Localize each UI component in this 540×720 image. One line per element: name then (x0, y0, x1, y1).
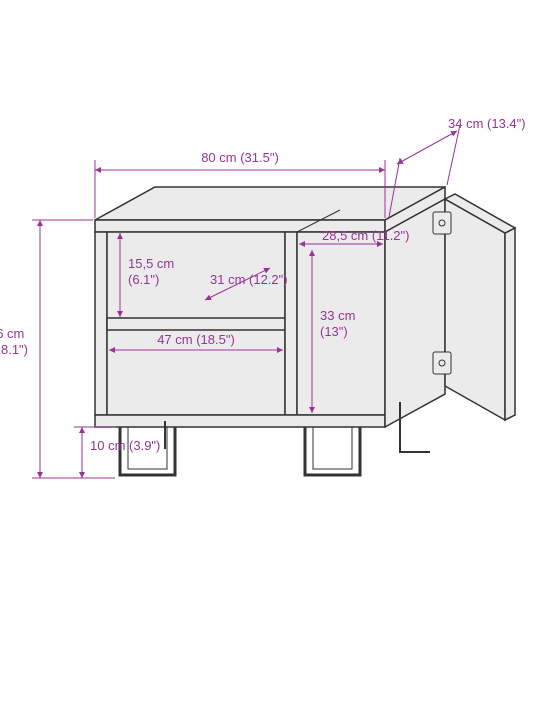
svg-text:47 cm (18.5"): 47 cm (18.5") (157, 332, 235, 347)
dim-cabw-in: (11.2") (372, 228, 410, 243)
dim-cabh-cm: 33 cm (320, 308, 355, 323)
svg-text:34 cm (13.4"): 34 cm (13.4") (448, 116, 526, 131)
dim-width-cm: 80 cm (201, 150, 236, 165)
dim-height-cm: 46 cm (0, 326, 24, 341)
cabinet-door-open (445, 194, 515, 420)
svg-text:28,5 cm (11.2"): 28,5 cm (11.2") (322, 228, 410, 243)
dim-shelfh-in: (6.1") (128, 272, 159, 287)
dim-shelfh-cm: 15,5 cm (128, 256, 174, 271)
svg-text:80 cm (31.5"): 80 cm (31.5") (201, 150, 279, 165)
door-hinge-bottom (433, 352, 451, 374)
svg-text:31 cm (12.2"): 31 cm (12.2") (210, 272, 288, 287)
dim-cabw-cm: 28,5 cm (322, 228, 368, 243)
svg-text:46 cm (18.1"): 46 cm (18.1") (0, 326, 28, 357)
dim-leg-cm: 10 cm (90, 438, 125, 453)
cabinet-body (45, 187, 520, 478)
dim-shelfd-cm: 31 cm (210, 272, 245, 287)
dim-leg-in: (3.9") (129, 438, 160, 453)
dim-leg-height: 10 cm (3.9") (74, 427, 160, 478)
door-hinge-top (433, 212, 451, 234)
furniture-dimension-diagram: 80 cm (31.5") 34 cm (13.4") 46 cm (18.1"… (0, 0, 540, 720)
dim-depth-in: (13.4") (487, 116, 526, 131)
dim-shelfw-cm: 47 cm (157, 332, 192, 347)
dim-shelfw-in: (18.5") (196, 332, 235, 347)
dim-height-in: (18.1") (0, 342, 28, 357)
dim-cabh-in: (13") (320, 324, 348, 339)
dim-depth-cm: 34 cm (448, 116, 483, 131)
svg-text:10 cm (3.9"): 10 cm (3.9") (90, 438, 160, 453)
dim-shelfd-in: (12.2") (249, 272, 288, 287)
dim-width-in: (31.5") (240, 150, 279, 165)
